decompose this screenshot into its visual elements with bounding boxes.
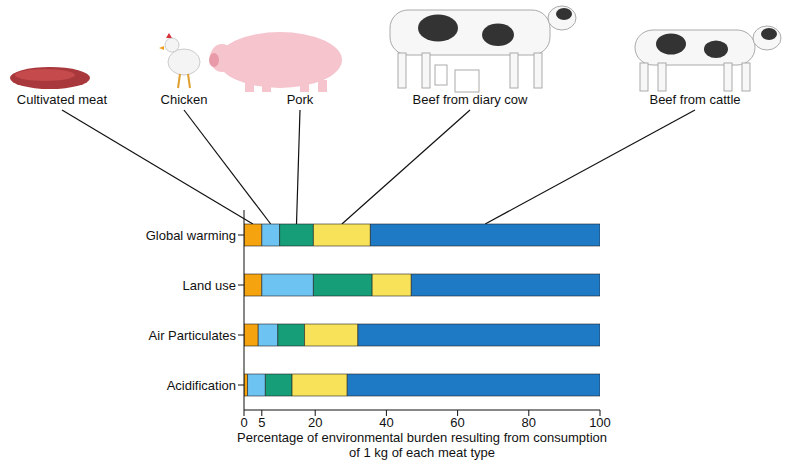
svg-text:60: 60: [450, 415, 464, 430]
svg-text:5: 5: [258, 415, 265, 430]
svg-text:100: 100: [589, 415, 611, 430]
svg-text:Global warming: Global warming: [146, 228, 236, 243]
svg-text:Land use: Land use: [183, 278, 237, 293]
svg-text:Pork: Pork: [287, 92, 314, 107]
svg-text:Beef from cattle: Beef from cattle: [649, 92, 740, 107]
svg-text:0: 0: [240, 415, 247, 430]
svg-text:Acidification: Acidification: [167, 378, 236, 393]
svg-text:Air Particulates: Air Particulates: [149, 328, 237, 343]
svg-text:Cultivated meat: Cultivated meat: [17, 92, 108, 107]
svg-text:40: 40: [379, 415, 393, 430]
svg-text:20: 20: [308, 415, 322, 430]
svg-text:Chicken: Chicken: [161, 92, 208, 107]
svg-text:80: 80: [522, 415, 536, 430]
svg-text:Beef from diary cow: Beef from diary cow: [413, 92, 528, 107]
html-text:Percentage of environmental bu: Percentage of environmental burden resul…: [237, 430, 607, 460]
